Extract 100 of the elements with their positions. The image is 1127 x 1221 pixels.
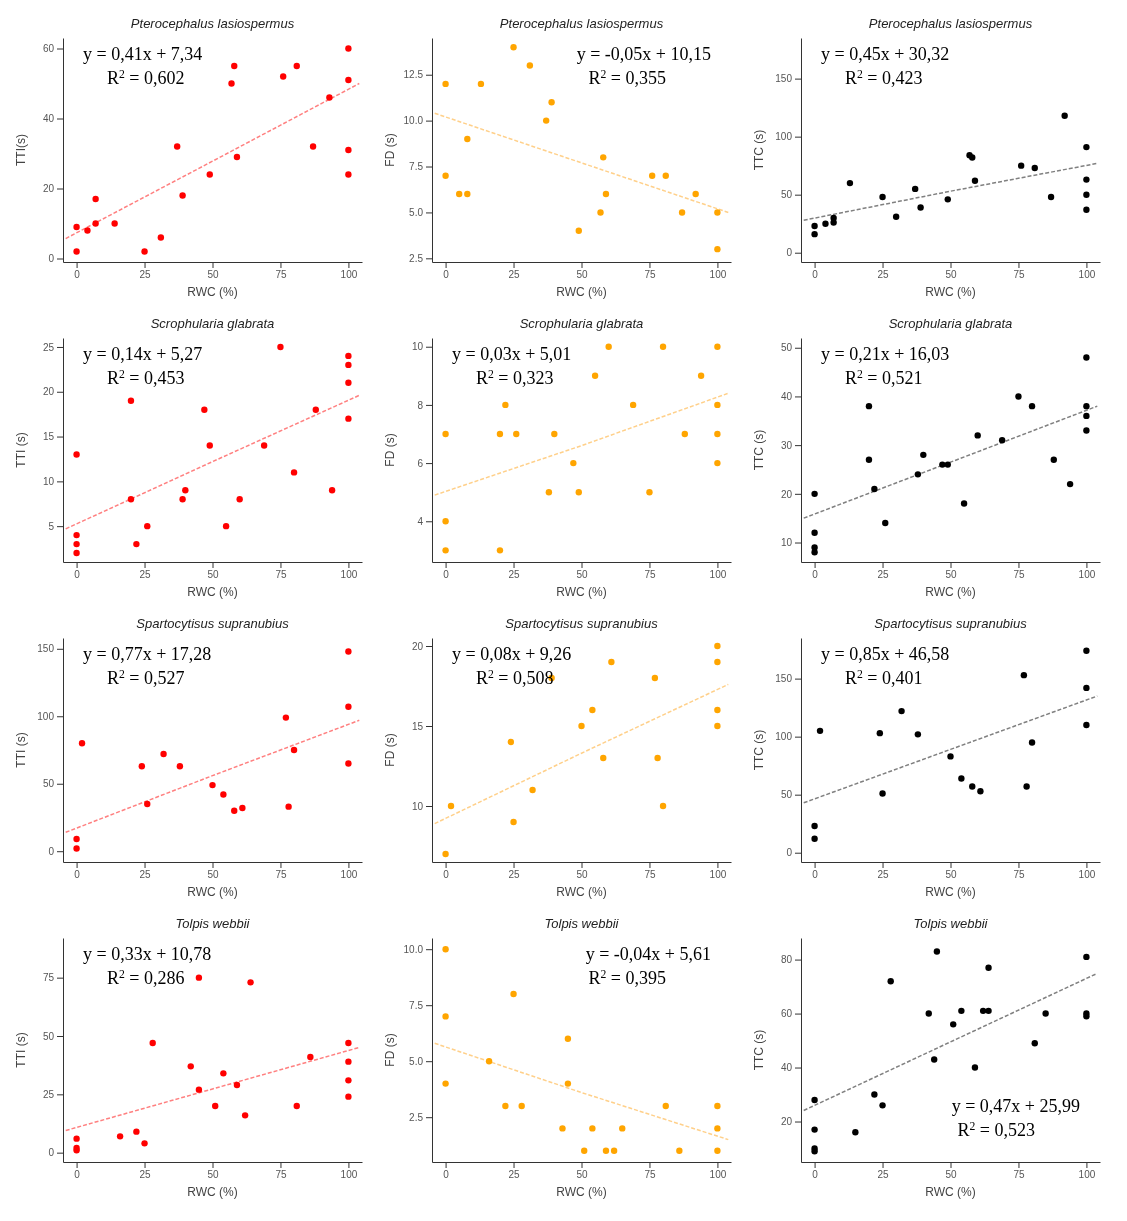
y-tick-label: 75 [42,972,55,984]
y-tick-label: 20 [42,183,55,195]
x-tick-label: 0 [74,269,81,281]
x-tick-label: 100 [340,269,358,281]
x-tick-label: 100 [709,869,727,881]
x-tick-label: 75 [644,269,656,281]
x-tick-label: 100 [1078,1169,1096,1181]
x-tick-label: 0 [443,269,450,281]
y-tick-label: 10.0 [403,943,424,955]
annotation: y = 0,41x + 7,34 [83,44,203,64]
y-tick-label: 40 [780,391,793,403]
x-tick-label: 100 [340,869,358,881]
x-tick-label: 0 [812,869,819,881]
annotation: R$^{2}$ = 0,508 [476,667,554,688]
chart-title: Pterocephalus lasiospermus [499,16,664,31]
y-tick-label: 2.5 [409,253,424,265]
y-tick-label: 25 [42,1089,55,1101]
y-axis-title: TTI (s) [14,432,28,468]
y-tick-label: 5 [48,520,55,532]
x-axis-title: RWC (%) [187,585,238,599]
y-tick-label: 100 [37,710,55,722]
annotation: y = 0,77x + 17,28 [83,644,212,664]
chart-title: Spartocytisus supranubius [505,616,659,631]
chart-title: Scrophularia glabrata [888,316,1013,331]
x-axis-title: RWC (%) [925,285,976,299]
annotation: R$^{2}$ = 0,423 [845,67,923,88]
y-axis-title: FD (s) [383,1033,397,1067]
chart-title: Pterocephalus lasiospermus [130,16,295,31]
x-axis-title: RWC (%) [187,1185,238,1199]
y-axis-title: FD (s) [383,433,397,467]
annotation: y = 0,03x + 5,01 [452,344,572,364]
x-tick-label: 50 [576,569,588,581]
x-tick-label: 0 [443,569,450,581]
y-tick-label: 10.0 [403,115,424,127]
x-tick-label: 0 [443,869,450,881]
x-tick-label: 0 [74,569,81,581]
x-tick-label: 25 [877,269,890,281]
x-tick-label: 75 [275,269,287,281]
x-tick-label: 25 [508,869,521,881]
x-tick-label: 50 [945,869,957,881]
y-tick-label: 50 [42,1030,55,1042]
x-tick-label: 75 [275,869,287,881]
x-tick-label: 50 [207,569,219,581]
x-tick-label: 25 [139,269,152,281]
x-tick-label: 50 [576,869,588,881]
y-axis-title: TTI(s) [14,134,28,166]
chart-title: Scrophularia glabrata [519,316,644,331]
y-axis-title: TTC (s) [752,1029,766,1071]
x-tick-label: 100 [1078,269,1096,281]
y-tick-label: 0 [786,847,793,859]
x-tick-label: 50 [207,1169,219,1181]
x-axis-title: RWC (%) [925,1185,976,1199]
x-tick-label: 50 [945,1169,957,1181]
y-tick-label: 20 [780,1116,793,1128]
x-tick-label: 0 [74,869,81,881]
y-tick-label: 100 [775,131,793,143]
x-axis-title: RWC (%) [556,885,607,899]
annotation: R$^{2}$ = 0,401 [845,667,923,688]
x-tick-label: 100 [340,1169,358,1181]
x-tick-label: 75 [275,1169,287,1181]
y-tick-label: 0 [48,1147,55,1159]
y-tick-label: 60 [780,1008,793,1020]
y-tick-label: 0 [48,253,55,265]
y-tick-label: 50 [42,778,55,790]
annotation: R$^{2}$ = 0,323 [476,367,554,388]
y-tick-label: 2.5 [409,1111,424,1123]
x-tick-label: 100 [1078,869,1096,881]
chart-title: Spartocytisus supranubius [136,616,290,631]
x-tick-label: 50 [576,269,588,281]
x-tick-label: 25 [139,569,152,581]
x-tick-label: 75 [644,569,656,581]
x-tick-label: 0 [443,1169,450,1181]
annotation: y = 0,47x + 25,99 [951,1096,1080,1116]
y-tick-label: 12.5 [403,69,424,81]
y-axis-title: TTC (s) [752,429,766,471]
x-tick-label: 25 [139,1169,152,1181]
x-tick-label: 75 [275,569,287,581]
annotation: y = 0,08x + 9,26 [452,644,572,664]
x-tick-label: 50 [207,869,219,881]
y-tick-label: 10 [411,800,424,812]
y-tick-label: 7.5 [409,161,424,173]
x-tick-label: 100 [1078,569,1096,581]
y-tick-label: 20 [411,640,424,652]
y-tick-label: 50 [780,342,793,354]
x-tick-label: 50 [576,1169,588,1181]
y-tick-label: 7.5 [409,999,424,1011]
x-tick-label: 100 [340,569,358,581]
x-tick-label: 75 [644,869,656,881]
x-tick-label: 75 [644,1169,656,1181]
annotation: y = 0,21x + 16,03 [821,344,950,364]
chart-title: Spartocytisus supranubius [874,616,1028,631]
y-axis-title: TTC (s) [752,729,766,771]
annotation: R$^{2}$ = 0,355 [588,67,666,88]
y-tick-label: 20 [780,488,793,500]
chart-title: Tolpis webbii [913,916,989,931]
y-tick-label: 150 [37,643,55,655]
chart-title: Pterocephalus lasiospermus [868,16,1033,31]
x-tick-label: 100 [709,1169,727,1181]
annotation: y = -0,05x + 10,15 [576,44,711,64]
x-axis-title: RWC (%) [556,585,607,599]
